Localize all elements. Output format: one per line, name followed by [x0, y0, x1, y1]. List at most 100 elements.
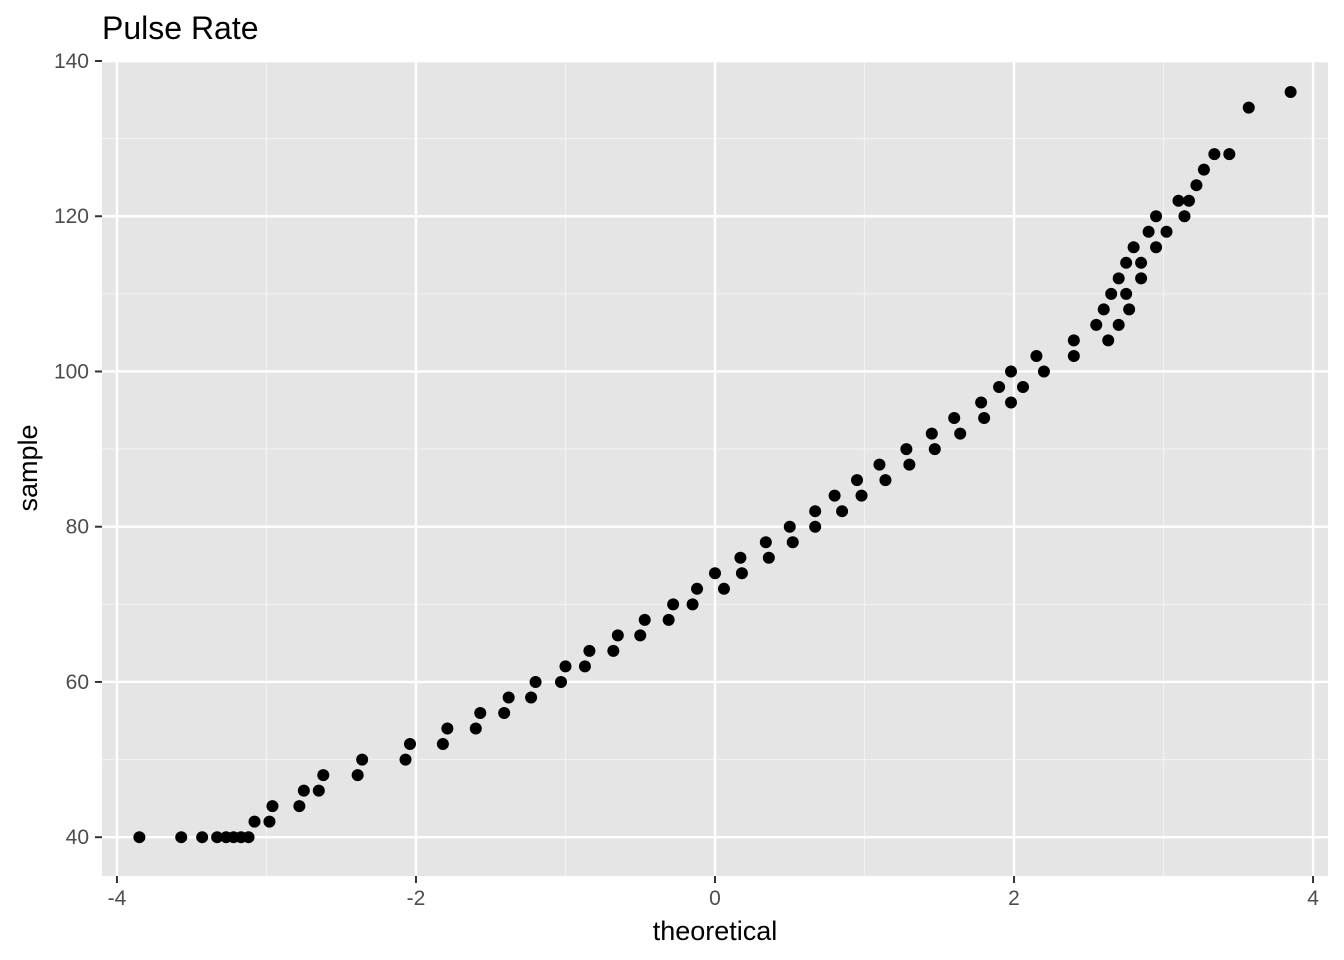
data-point: [903, 458, 916, 471]
data-point: [474, 707, 487, 719]
data-point: [529, 675, 542, 688]
data-point: [735, 567, 748, 580]
data-point: [578, 660, 591, 673]
y-tick-label: 60: [66, 671, 89, 694]
data-point: [312, 784, 325, 797]
data-point: [293, 800, 306, 813]
data-point: [611, 629, 624, 642]
data-point: [828, 489, 841, 502]
x-axis: -4 -2 0 2 4: [108, 876, 1319, 910]
data-point: [196, 831, 209, 844]
y-tick-label: 80: [66, 516, 89, 539]
data-point: [1223, 148, 1236, 161]
data-point: [975, 396, 988, 409]
data-points: [133, 86, 1297, 844]
data-point: [786, 536, 799, 549]
y-tick-label: 40: [66, 826, 89, 849]
data-point: [297, 784, 310, 797]
data-point: [1150, 210, 1163, 223]
data-point: [1067, 334, 1080, 347]
data-point: [1005, 365, 1018, 378]
data-point: [356, 753, 369, 766]
data-point: [1112, 318, 1125, 331]
y-tick-label: 140: [54, 50, 89, 73]
data-point: [1182, 194, 1195, 207]
data-point: [403, 738, 416, 751]
data-point: [1190, 179, 1203, 192]
data-point: [1090, 318, 1103, 331]
data-point: [836, 505, 849, 518]
data-point: [1160, 225, 1173, 238]
data-point: [441, 722, 454, 735]
data-point: [1120, 287, 1133, 300]
data-point: [855, 489, 868, 502]
data-point: [978, 412, 991, 425]
data-point: [762, 551, 775, 564]
data-point: [809, 505, 822, 518]
data-point: [1005, 396, 1018, 409]
data-point: [1105, 287, 1118, 300]
data-point: [954, 427, 967, 440]
data-point: [1135, 256, 1148, 269]
data-point: [879, 474, 892, 487]
chart-title: Pulse Rate: [102, 10, 259, 46]
data-point: [709, 567, 721, 580]
x-tick-label: 0: [709, 887, 721, 910]
data-point: [662, 613, 675, 626]
y-tick-label: 100: [54, 360, 89, 383]
data-point: [175, 831, 188, 844]
data-point: [634, 629, 647, 642]
data-point: [1197, 163, 1210, 176]
data-point: [717, 582, 730, 595]
data-point: [263, 815, 276, 828]
data-point: [1172, 194, 1185, 207]
data-point: [851, 474, 864, 487]
data-point: [1284, 86, 1297, 99]
data-point: [993, 381, 1006, 393]
data-point: [211, 831, 224, 844]
x-tick-label: -2: [407, 887, 426, 910]
major-gridlines: [102, 59, 1328, 876]
data-point: [1016, 381, 1029, 393]
data-point: [1097, 303, 1110, 316]
data-point: [436, 738, 449, 751]
data-point: [555, 675, 568, 688]
data-point: [1112, 272, 1125, 285]
data-point: [502, 691, 515, 704]
data-point: [759, 536, 772, 549]
data-point: [583, 644, 596, 657]
x-tick-label: 4: [1307, 887, 1319, 910]
data-point: [317, 769, 330, 782]
data-point: [873, 458, 886, 471]
y-tick-label: 120: [54, 205, 89, 228]
data-point: [925, 427, 938, 440]
data-point: [1178, 210, 1191, 223]
data-point: [1208, 148, 1221, 161]
data-point: [1242, 101, 1255, 114]
data-point: [1030, 349, 1043, 362]
data-point: [809, 520, 822, 533]
data-point: [525, 691, 538, 704]
y-axis: 40 60 80 100 120 140: [54, 50, 102, 849]
data-point: [242, 831, 255, 844]
data-point: [133, 831, 146, 844]
data-point: [248, 815, 261, 828]
data-point: [686, 598, 699, 611]
data-point: [734, 551, 747, 564]
data-point: [1120, 256, 1133, 269]
data-point: [498, 707, 511, 719]
data-point: [1123, 303, 1136, 316]
x-axis-title: theoretical: [653, 916, 778, 946]
data-point: [1150, 241, 1163, 254]
data-point: [638, 613, 651, 626]
data-point: [1102, 334, 1115, 347]
data-point: [667, 598, 680, 611]
data-point: [266, 800, 279, 813]
y-axis-title: sample: [13, 424, 43, 511]
data-point: [1127, 241, 1140, 254]
data-point: [559, 660, 572, 673]
data-point: [900, 443, 913, 456]
x-tick-label: -4: [108, 887, 127, 910]
data-point: [1135, 272, 1148, 285]
